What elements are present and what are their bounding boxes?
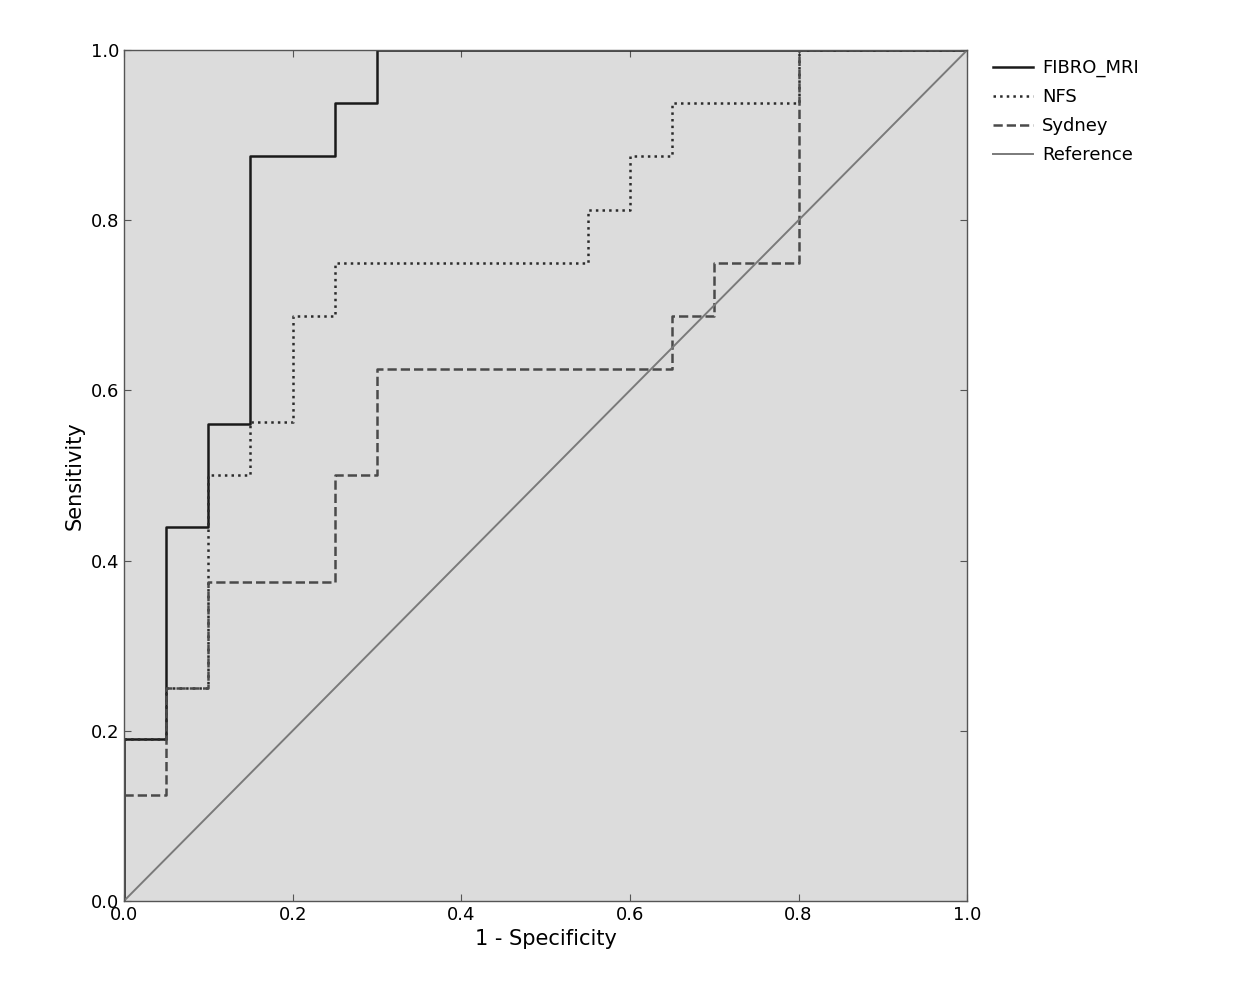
- NFS: [327, 310, 342, 322]
- FIBRO_MRI: [960, 44, 975, 56]
- Sydney: [791, 257, 806, 269]
- NFS: [201, 469, 216, 481]
- FIBRO_MRI: [370, 97, 384, 109]
- NFS: [117, 733, 131, 745]
- NFS: [159, 733, 174, 745]
- NFS: [370, 257, 384, 269]
- FIBRO_MRI: [327, 150, 342, 162]
- Sydney: [370, 363, 384, 375]
- Sydney: [749, 257, 764, 269]
- X-axis label: 1 - Specificity: 1 - Specificity: [475, 929, 616, 949]
- Sydney: [327, 576, 342, 588]
- FIBRO_MRI: [159, 521, 174, 533]
- NFS: [791, 97, 806, 109]
- NFS: [285, 416, 300, 428]
- NFS: [243, 469, 258, 481]
- NFS: [665, 150, 680, 162]
- Sydney: [707, 257, 722, 269]
- NFS: [707, 97, 722, 109]
- Sydney: [159, 683, 174, 695]
- FIBRO_MRI: [117, 895, 131, 907]
- FIBRO_MRI: [201, 521, 216, 533]
- NFS: [201, 683, 216, 695]
- Sydney: [791, 44, 806, 56]
- FIBRO_MRI: [243, 418, 258, 430]
- Sydney: [201, 576, 216, 588]
- Sydney: [665, 310, 680, 322]
- Line: NFS: NFS: [124, 50, 967, 739]
- Y-axis label: Sensitivity: Sensitivity: [64, 421, 86, 530]
- Sydney: [960, 44, 975, 56]
- Sydney: [117, 789, 131, 801]
- NFS: [580, 257, 595, 269]
- Sydney: [665, 363, 680, 375]
- NFS: [285, 310, 300, 322]
- Sydney: [159, 789, 174, 801]
- FIBRO_MRI: [159, 733, 174, 745]
- Legend: FIBRO_MRI, NFS, Sydney, Reference: FIBRO_MRI, NFS, Sydney, Reference: [993, 59, 1138, 164]
- NFS: [159, 683, 174, 695]
- NFS: [243, 416, 258, 428]
- FIBRO_MRI: [201, 418, 216, 430]
- NFS: [622, 203, 637, 215]
- NFS: [580, 203, 595, 215]
- FIBRO_MRI: [117, 733, 131, 745]
- Sydney: [327, 469, 342, 481]
- NFS: [707, 97, 722, 109]
- Sydney: [370, 469, 384, 481]
- NFS: [960, 44, 975, 56]
- FIBRO_MRI: [370, 44, 384, 56]
- FIBRO_MRI: [243, 150, 258, 162]
- Sydney: [201, 683, 216, 695]
- Line: FIBRO_MRI: FIBRO_MRI: [124, 50, 967, 901]
- Sydney: [749, 257, 764, 269]
- NFS: [665, 97, 680, 109]
- FIBRO_MRI: [327, 97, 342, 109]
- Line: Sydney: Sydney: [124, 50, 967, 795]
- Sydney: [707, 310, 722, 322]
- NFS: [327, 257, 342, 269]
- NFS: [622, 150, 637, 162]
- Sydney: [622, 363, 637, 375]
- Sydney: [622, 363, 637, 375]
- NFS: [370, 257, 384, 269]
- NFS: [791, 44, 806, 56]
